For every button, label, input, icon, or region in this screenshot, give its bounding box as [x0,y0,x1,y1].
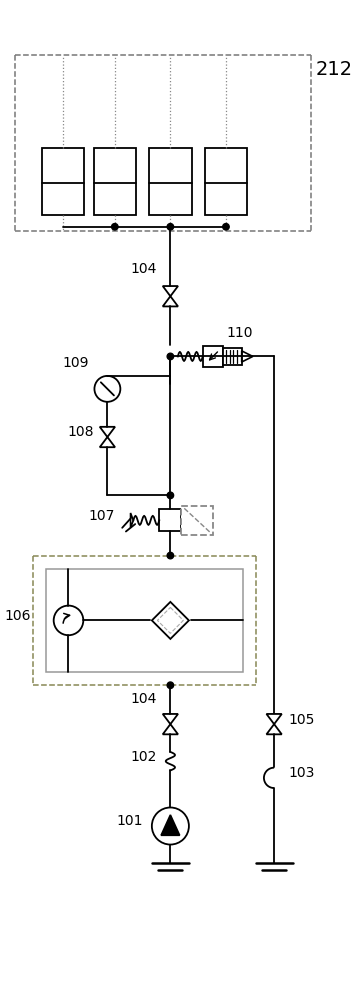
Text: 104: 104 [130,692,157,706]
Text: 105: 105 [288,713,314,727]
Bar [182,506,213,535]
Circle shape [152,807,189,845]
Circle shape [54,606,83,635]
Text: 212: 212 [316,60,353,79]
Text: 106: 106 [4,609,31,623]
Bar [205,148,247,215]
Circle shape [167,224,174,230]
Text: 104: 104 [130,262,157,276]
Text: 102: 102 [130,750,157,764]
Circle shape [111,224,118,230]
Circle shape [167,492,174,499]
Text: 101: 101 [116,814,143,828]
Circle shape [94,376,120,402]
Circle shape [223,224,229,230]
Bar [94,148,136,215]
Text: 110: 110 [226,326,252,340]
Text: 103: 103 [288,766,314,780]
Bar [159,509,182,531]
Polygon shape [161,815,180,835]
Circle shape [167,552,174,559]
Bar [203,346,223,367]
Bar [149,148,192,215]
Bar [223,348,242,365]
Text: 109: 109 [62,356,89,370]
Circle shape [167,682,174,688]
Bar [42,148,84,215]
Circle shape [167,353,174,360]
Text: 107: 107 [88,509,115,523]
Bar [46,569,243,672]
Text: 108: 108 [67,425,94,439]
